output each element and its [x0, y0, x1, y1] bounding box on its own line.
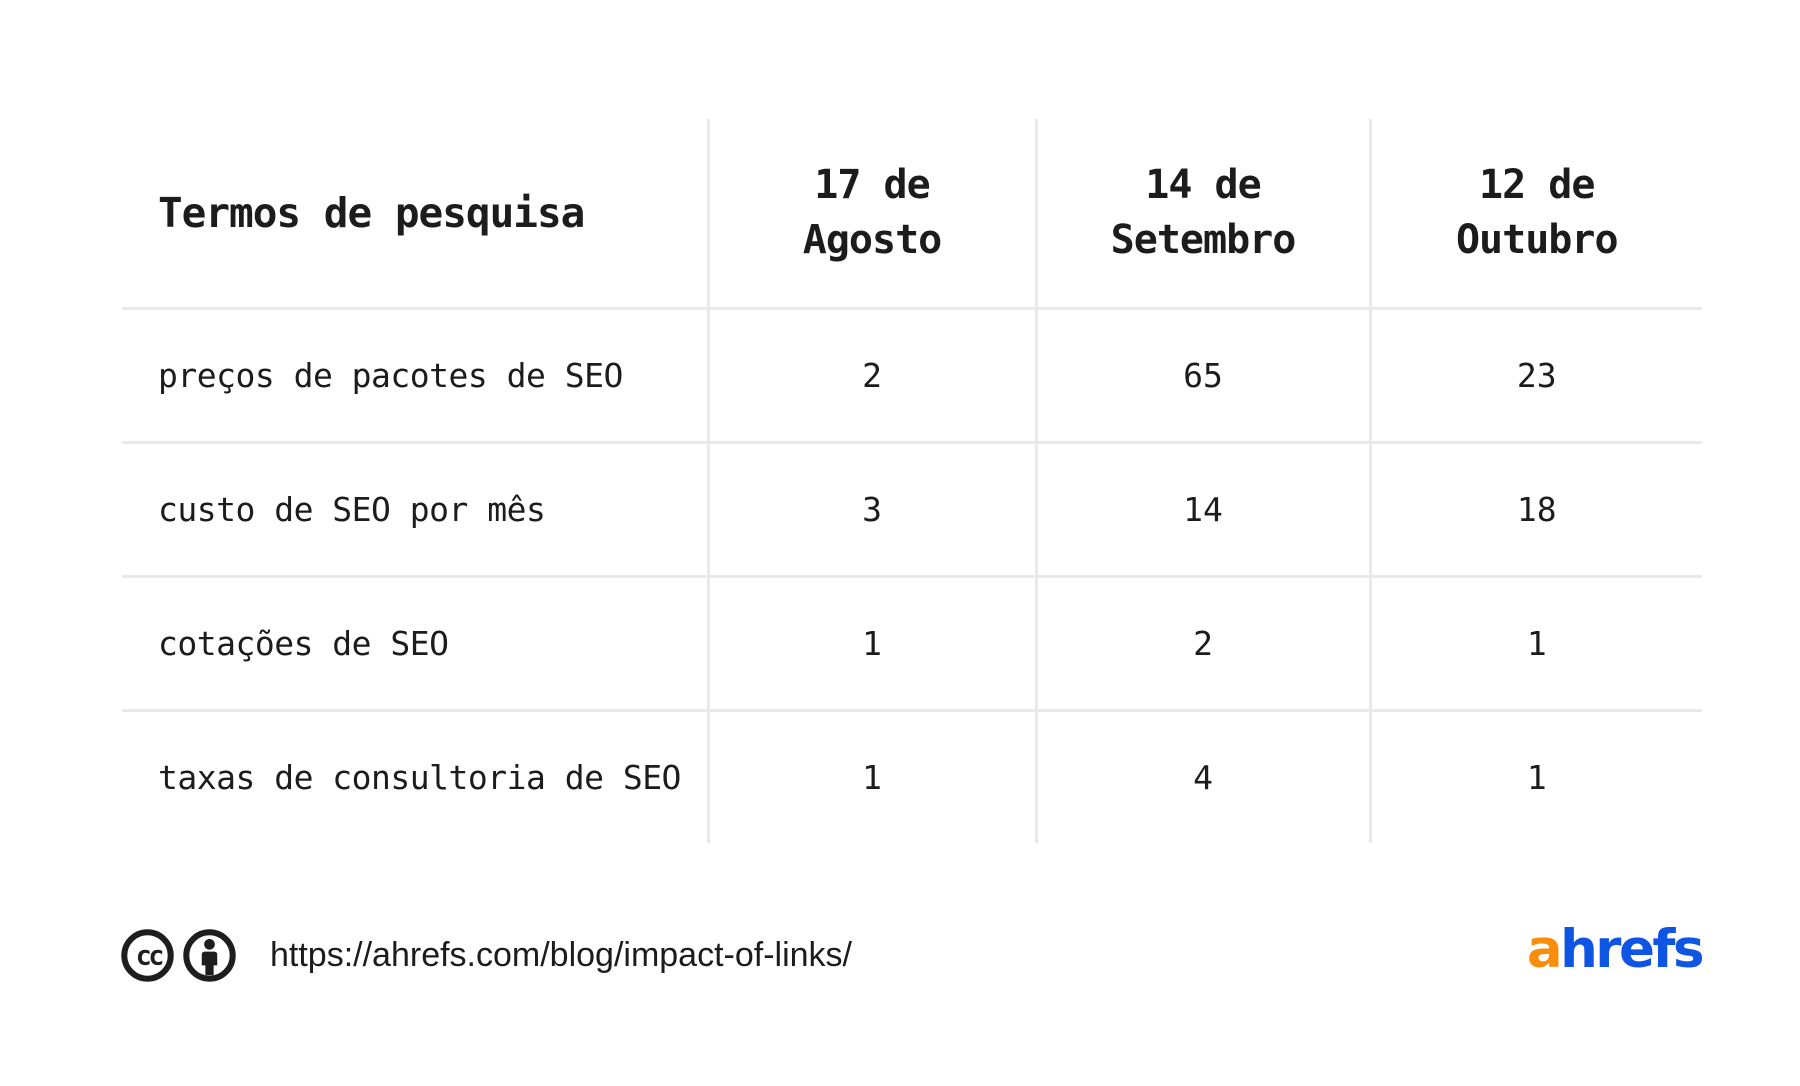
- column-header-date-september: 14 de Setembro: [1034, 119, 1370, 310]
- date-line-1: 14 de: [1145, 161, 1261, 208]
- table-row: cotações de SEO 1 2 1: [122, 576, 1702, 712]
- term-cell: taxas de consultoria de SEO: [158, 758, 681, 797]
- search-terms-table: Termos de pesquisa 17 de Agosto 14 de Se…: [122, 119, 1702, 843]
- value-cell: 1: [706, 710, 1036, 843]
- attribution-icon: [182, 928, 237, 983]
- cc-icon: cc: [120, 928, 175, 983]
- column-header-date-august: 17 de Agosto: [706, 119, 1036, 310]
- date-line-1: 12 de: [1479, 161, 1595, 208]
- value-cell: 2: [1034, 576, 1370, 712]
- svg-text:cc: cc: [136, 940, 163, 971]
- source-url: https://ahrefs.com/blog/impact-of-links/: [270, 935, 853, 974]
- date-line-1: 17 de: [814, 161, 930, 208]
- date-line-2: Setembro: [1110, 217, 1297, 263]
- ahrefs-logo: ahrefs: [1526, 919, 1705, 980]
- column-header-date-october: 12 de Outubro: [1368, 119, 1702, 310]
- value-cell: 23: [1368, 308, 1702, 444]
- term-cell: cotações de SEO: [122, 576, 708, 712]
- logo-letter-a: a: [1526, 919, 1563, 980]
- date-line-2: Outubro: [1455, 217, 1619, 263]
- value-cell: 14: [1034, 442, 1370, 578]
- value-cell: 1: [706, 576, 1036, 712]
- table-row: preços de pacotes de SEO 2 65 23: [122, 308, 1702, 444]
- value-cell: 2: [706, 308, 1036, 444]
- attribution-footer: cc https://ahrefs.com/blog/impact-of-lin…: [120, 926, 852, 984]
- value-cell: 1: [1368, 576, 1702, 712]
- logo-text-hrefs: hrefs: [1560, 919, 1704, 980]
- value-cell: 1: [1368, 710, 1702, 843]
- term-cell: custo de SEO por mês: [122, 442, 708, 578]
- value-cell: 3: [706, 442, 1036, 578]
- value-cell: 4: [1034, 710, 1370, 843]
- table-row: taxas de consultoria de SEO 1 4 1: [122, 710, 1702, 843]
- date-line-2: Agosto: [802, 217, 943, 263]
- table-header-row: Termos de pesquisa 17 de Agosto 14 de Se…: [122, 119, 1702, 310]
- table-row: custo de SEO por mês 3 14 18: [122, 442, 1702, 578]
- term-cell: preços de pacotes de SEO: [122, 308, 708, 444]
- column-header-terms: Termos de pesquisa: [122, 119, 708, 310]
- value-cell: 65: [1034, 308, 1370, 444]
- value-cell: 18: [1368, 442, 1702, 578]
